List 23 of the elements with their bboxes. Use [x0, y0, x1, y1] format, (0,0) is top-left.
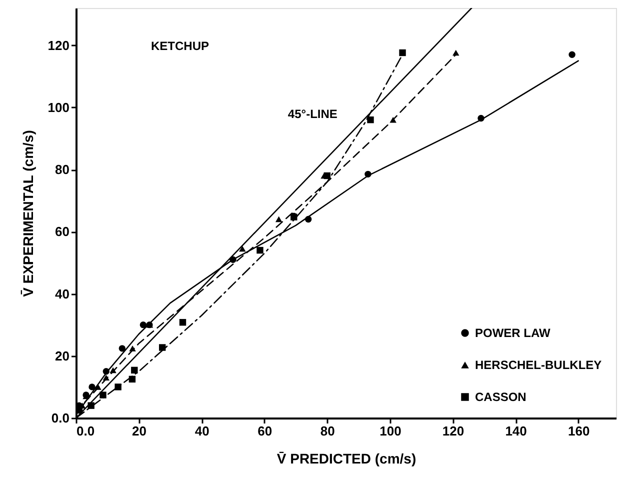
x-tick-label: 100 — [380, 424, 402, 438]
x-tick-label: 20 — [132, 424, 147, 438]
y-tick-label: 120 — [48, 38, 70, 53]
x-tick-label: 140 — [505, 424, 527, 438]
annotation: 45°-LINE — [288, 107, 338, 122]
legend-label: CASSON — [475, 390, 526, 404]
y-tick-label: 80 — [55, 162, 70, 178]
x-axis-title: V̄ PREDICTED (cm/s) — [276, 450, 416, 466]
legend-label: HERSCHEL-BULKLEY — [475, 358, 602, 372]
x-tick-label: 60 — [258, 424, 272, 438]
x-tick-label: 0.0 — [76, 424, 95, 438]
y-tick-label: 60 — [55, 224, 70, 240]
y-tick-label: 100 — [48, 100, 70, 115]
x-tick-label: 40 — [194, 424, 210, 438]
x-tick-label: 120 — [442, 424, 464, 438]
x-tick-label: 160 — [568, 424, 590, 438]
y-tick-label: 40 — [55, 286, 70, 302]
annotation: KETCHUP — [151, 39, 210, 53]
legend-label: POWER LAW — [475, 326, 551, 340]
y-tick-label: 20 — [55, 348, 70, 364]
y-tick-label: 0.0 — [51, 410, 70, 426]
x-tick-label: 80 — [320, 424, 335, 438]
y-axis-title: V̄ EXPERIMENTAL (cm/s) — [20, 130, 36, 297]
